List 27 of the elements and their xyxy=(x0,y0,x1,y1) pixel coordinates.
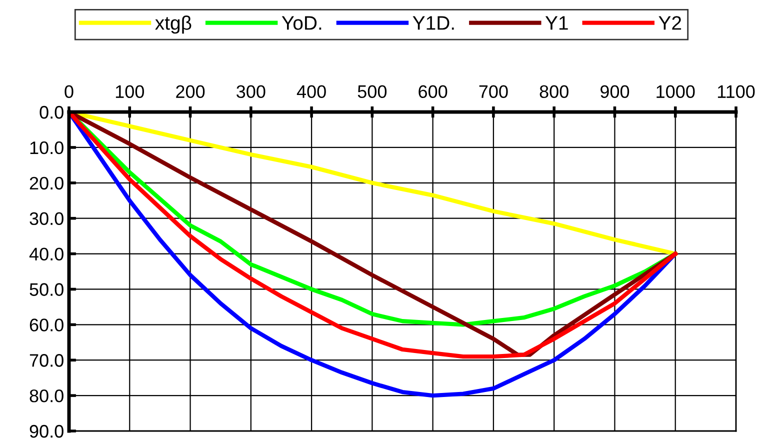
y-tick-label: 60.0 xyxy=(30,318,64,332)
x-tick-label: 1000 xyxy=(656,85,695,98)
x-tick-label: 500 xyxy=(358,85,387,98)
y-tick-label: 90.0 xyxy=(30,424,64,438)
x-tick-label: 800 xyxy=(540,85,568,98)
legend-label: YoD. xyxy=(282,16,322,30)
x-tick-label: 900 xyxy=(600,85,630,98)
y-tick-label: 80.0 xyxy=(30,389,64,402)
x-tick-label: 100 xyxy=(116,85,144,98)
x-tick-label: 600 xyxy=(418,85,448,98)
x-tick-label: 1100 xyxy=(718,85,755,98)
legend-label: xtgβ xyxy=(155,16,192,34)
y-tick-label: 30.0 xyxy=(30,212,64,226)
legend-label: Y1D. xyxy=(412,16,454,30)
x-tick-label: 200 xyxy=(176,85,205,98)
y-tick-label: 10.0 xyxy=(30,141,64,154)
y-tick-label: 40.0 xyxy=(29,248,64,260)
y-tick-label: 20.0 xyxy=(30,176,64,190)
legend-label: Y2 xyxy=(658,16,682,30)
y-tick-label: 70.0 xyxy=(30,354,64,367)
legend-label: Y1 xyxy=(545,16,568,30)
x-tick-label: 400 xyxy=(296,85,326,98)
y-tick-label: 0.0 xyxy=(40,106,64,119)
x-tick-label: 700 xyxy=(479,85,508,98)
y-tick-label: 50.0 xyxy=(30,283,64,296)
x-tick-label: 300 xyxy=(236,85,266,98)
x-tick-label: 0 xyxy=(64,85,74,98)
